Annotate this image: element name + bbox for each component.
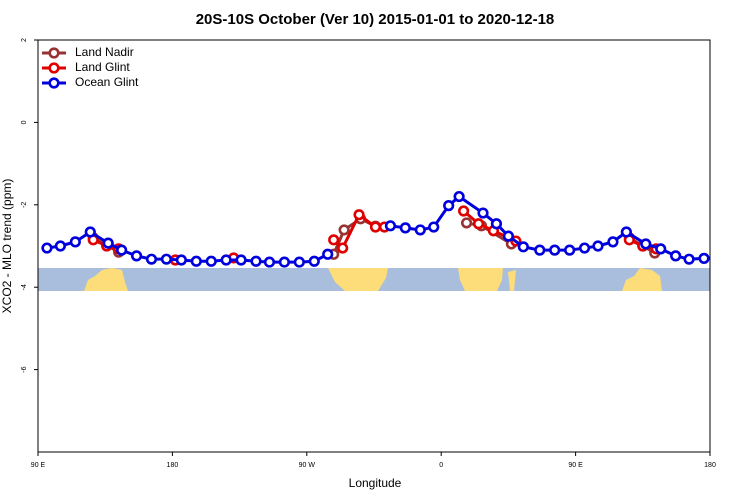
data-point [84, 226, 96, 238]
land-patch [508, 270, 516, 291]
land-patch [328, 268, 388, 291]
legend-label: Land Nadir [75, 45, 134, 59]
data-point [620, 226, 632, 238]
data-point [235, 254, 247, 266]
data-point [337, 242, 349, 254]
data-point [338, 224, 350, 236]
data-point [69, 236, 81, 248]
data-point [205, 255, 217, 267]
land-patch [458, 268, 503, 291]
data-point [250, 255, 262, 267]
data-point [453, 190, 465, 203]
data-point [443, 200, 455, 212]
y-tick-label: -6 [21, 366, 28, 372]
data-point [472, 218, 485, 230]
data-point [263, 256, 276, 268]
data-point [308, 255, 320, 267]
data-point [428, 221, 440, 233]
data-point [458, 205, 470, 217]
x-tick-label: 90 W [299, 462, 316, 469]
y-tick-label: -2 [21, 202, 28, 208]
plot-frame [37, 39, 711, 453]
legend-label: Land Glint [75, 60, 130, 74]
data-point [160, 253, 173, 265]
data-point [54, 240, 67, 252]
data-point [534, 244, 546, 256]
data-point [490, 218, 503, 230]
x-tick-label: 90 E [31, 462, 46, 469]
data-point [683, 253, 695, 265]
data-point [102, 237, 114, 249]
data-point [477, 207, 489, 219]
x-tick-label: 90 E [568, 462, 583, 469]
legend-label: Ocean Glint [75, 75, 139, 89]
data-point [607, 236, 619, 248]
data-point [41, 242, 53, 254]
y-axis-label: XCO2 - MLO trend (ppm) [0, 179, 14, 314]
data-point [220, 254, 232, 266]
data-point [414, 224, 426, 236]
x-tick-label: 0 [439, 462, 443, 469]
x-tick-label: 180 [167, 462, 179, 469]
land-patch [84, 268, 128, 291]
data-point [369, 221, 382, 233]
data-point [655, 243, 667, 255]
data-point [578, 242, 591, 254]
data-point [293, 256, 305, 268]
legend-marker [48, 62, 60, 74]
data-point [384, 220, 397, 232]
land-patch [622, 268, 662, 291]
y-tick-label: -4 [21, 284, 28, 290]
data-point [116, 244, 128, 256]
data-point [175, 254, 187, 266]
data-point [328, 234, 340, 246]
data-point [190, 255, 202, 267]
y-tick-label: 2 [21, 38, 28, 42]
legend-marker [48, 77, 60, 89]
x-tick-label: 180 [704, 462, 716, 469]
data-point [322, 248, 334, 260]
data-point [564, 244, 576, 256]
x-axis-label: Longitude [349, 476, 402, 490]
data-point [145, 253, 158, 265]
data-point [517, 241, 529, 253]
data-point [549, 244, 561, 256]
data-point [502, 230, 515, 242]
chart-title: 20S-10S October (Ver 10) 2015-01-01 to 2… [196, 11, 555, 28]
legend-marker [48, 47, 60, 59]
data-point [278, 256, 291, 268]
y-tick-label: 0 [21, 120, 28, 124]
data-point [592, 240, 604, 252]
data-point [460, 217, 473, 229]
data-point [353, 209, 365, 221]
data-point [640, 238, 652, 250]
map-strip [38, 268, 710, 291]
data-point [670, 250, 682, 262]
data-point [130, 250, 143, 262]
data-point [399, 222, 411, 234]
data-point [698, 252, 710, 264]
